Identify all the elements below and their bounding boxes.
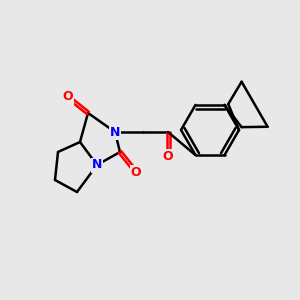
Text: O: O — [131, 166, 141, 178]
Text: O: O — [163, 149, 173, 163]
Text: N: N — [110, 125, 120, 139]
Text: O: O — [63, 91, 73, 103]
Text: N: N — [92, 158, 102, 172]
